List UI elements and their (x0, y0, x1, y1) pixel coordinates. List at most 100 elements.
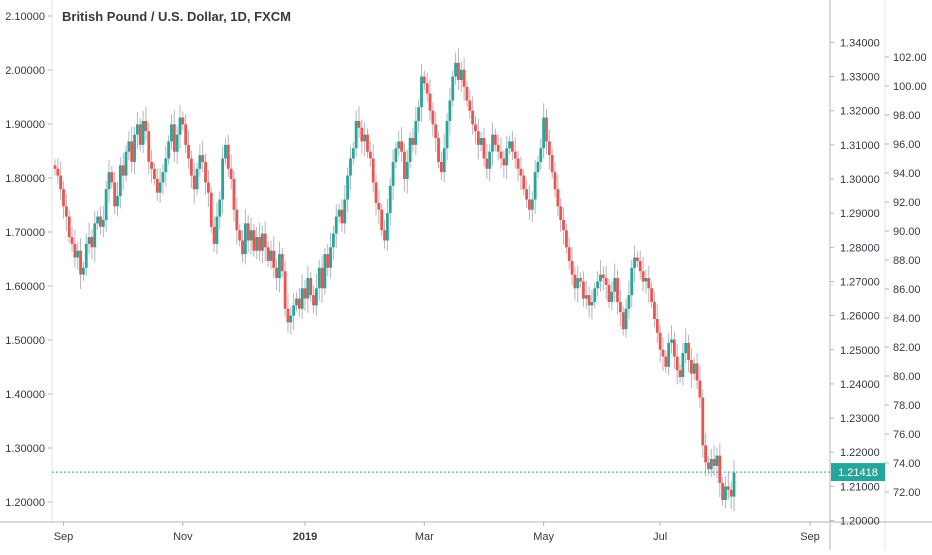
x-axis-tick-label: Sep (800, 531, 820, 543)
candle-body (468, 100, 472, 111)
candle-body (579, 278, 582, 282)
candle-body (499, 151, 503, 159)
candle-body (198, 155, 202, 169)
right-axis-tick-label: 1.32000 (840, 106, 880, 118)
candle-body (147, 131, 151, 162)
candle-body (306, 278, 310, 299)
x-axis-tick-label: Mar (415, 531, 434, 543)
candle-body (164, 158, 168, 173)
candle-body (545, 117, 548, 142)
candle-body (215, 216, 219, 244)
candle-body (533, 172, 537, 200)
candle-body (482, 138, 486, 159)
last-price-label: 1.21418 (838, 467, 878, 479)
candle-body (113, 182, 117, 207)
candle-body (701, 397, 705, 446)
candle-body (56, 168, 60, 176)
candle-body (547, 141, 551, 156)
candle-body (391, 161, 395, 186)
candle-body (508, 141, 511, 149)
candle-body (99, 216, 102, 227)
candle-body (226, 144, 230, 169)
candle-body (539, 148, 543, 162)
candle-body (79, 250, 82, 275)
right-axis2-tick-label: 74.00 (893, 458, 921, 470)
candle-body (576, 278, 580, 289)
right-axis-tick-label: 1.33000 (840, 72, 880, 84)
right-axis-tick-label: 1.22000 (840, 447, 880, 459)
candle-body (297, 298, 301, 309)
candle-body (141, 120, 145, 145)
candle-body (172, 124, 176, 152)
right-axis2-tick-label: 92.00 (893, 197, 921, 209)
candle-body (675, 356, 679, 371)
candle-body (704, 445, 707, 463)
candle-body (195, 168, 199, 190)
candle-body (653, 301, 656, 320)
right-axis-tick-label: 1.20000 (840, 516, 880, 528)
right-axis2-tick-label: 84.00 (893, 313, 921, 325)
candle-body (334, 216, 338, 234)
candle-body (101, 219, 105, 227)
candle-body (593, 288, 597, 302)
candle-body (133, 134, 136, 162)
candle-body (158, 182, 162, 193)
candle-body (138, 124, 142, 145)
candle-body (604, 278, 608, 285)
candle-body (437, 138, 440, 162)
candle-body (144, 120, 148, 132)
candle-body (167, 141, 171, 159)
right-axis2-tick-label: 102.00 (893, 52, 927, 64)
candle-body (664, 356, 668, 367)
right-axis2-tick-label: 86.00 (893, 284, 921, 296)
candle-body (246, 223, 250, 241)
right-axis-tick-label: 1.29000 (840, 208, 880, 220)
candle-body (522, 175, 526, 190)
candle-body (644, 278, 648, 282)
candle-body (201, 155, 205, 162)
candle-body (618, 301, 622, 313)
candle-body (687, 342, 690, 360)
candle-body (562, 219, 565, 231)
candle-body (241, 240, 244, 255)
right-axis2-tick-label: 80.00 (893, 371, 921, 383)
candle-body (62, 189, 65, 207)
candle-body (454, 62, 457, 77)
candle-body (368, 151, 372, 159)
right-axis2-tick-label: 76.00 (893, 429, 921, 441)
left-axis-tick-label: 1.60000 (5, 281, 45, 293)
candle-body (309, 278, 313, 296)
right-axis2-tick-label: 90.00 (893, 226, 921, 238)
candle-body (445, 120, 449, 149)
right-axis-tick-label: 1.26000 (840, 311, 880, 323)
candle-body (511, 141, 514, 152)
candle-body (272, 250, 276, 268)
right-axis2-tick-label: 100.00 (893, 81, 927, 93)
right-axis-tick-label: 1.24000 (840, 379, 880, 391)
candle-body (53, 165, 57, 169)
right-axis-tick-label: 1.31000 (840, 140, 880, 152)
candle-body (303, 288, 307, 299)
candle-body (471, 110, 475, 125)
candle-body (573, 274, 577, 289)
candle-body (192, 175, 196, 190)
candle-body (374, 182, 378, 203)
candle-body (414, 120, 418, 145)
candle-body (692, 363, 696, 374)
right-axis2-tick-label: 94.00 (893, 168, 921, 180)
candle-body (493, 134, 497, 145)
candle-body (536, 161, 540, 173)
candle-body (636, 257, 639, 261)
candle-body (258, 237, 261, 251)
candle-body (67, 216, 71, 238)
candle-body (329, 247, 332, 268)
right-axis-tick-label: 1.23000 (840, 413, 880, 425)
candle-body (383, 230, 386, 241)
candle-body (613, 278, 617, 292)
candle-body (658, 332, 662, 350)
candle-body (73, 243, 77, 258)
candle-body (451, 76, 455, 101)
candle-body (90, 237, 94, 248)
candle-body (709, 459, 713, 470)
